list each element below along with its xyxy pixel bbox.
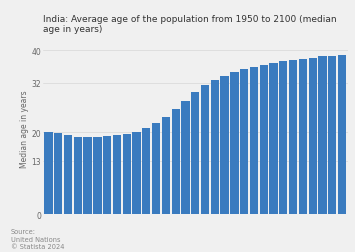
Bar bbox=[328, 56, 337, 214]
Bar bbox=[83, 138, 92, 214]
Bar bbox=[230, 73, 239, 214]
Bar bbox=[279, 62, 288, 214]
Bar bbox=[289, 61, 297, 214]
Bar bbox=[269, 64, 278, 214]
Bar bbox=[240, 70, 248, 214]
Bar bbox=[152, 124, 160, 214]
Bar bbox=[162, 117, 170, 214]
Bar bbox=[191, 93, 200, 214]
Bar bbox=[93, 138, 102, 214]
Bar bbox=[64, 135, 72, 214]
Text: Source:
United Nations
© Statista 2024: Source: United Nations © Statista 2024 bbox=[11, 229, 64, 249]
Y-axis label: Median age in years: Median age in years bbox=[20, 90, 29, 167]
Bar bbox=[211, 80, 219, 214]
Bar bbox=[181, 102, 190, 214]
Bar bbox=[44, 133, 53, 214]
Bar bbox=[132, 133, 141, 214]
Bar bbox=[201, 86, 209, 214]
Bar bbox=[122, 135, 131, 214]
Bar bbox=[308, 58, 317, 214]
Bar bbox=[142, 129, 151, 214]
Bar bbox=[171, 110, 180, 214]
Bar bbox=[220, 76, 229, 214]
Bar bbox=[74, 137, 82, 214]
Bar bbox=[338, 55, 346, 214]
Bar bbox=[113, 136, 121, 214]
Bar bbox=[260, 66, 268, 214]
Text: India: Average age of the population from 1950 to 2100 (median age in years): India: Average age of the population fro… bbox=[43, 15, 336, 34]
Bar bbox=[318, 57, 327, 214]
Bar bbox=[103, 137, 111, 214]
Bar bbox=[299, 59, 307, 214]
Bar bbox=[250, 68, 258, 214]
Bar bbox=[54, 133, 62, 214]
